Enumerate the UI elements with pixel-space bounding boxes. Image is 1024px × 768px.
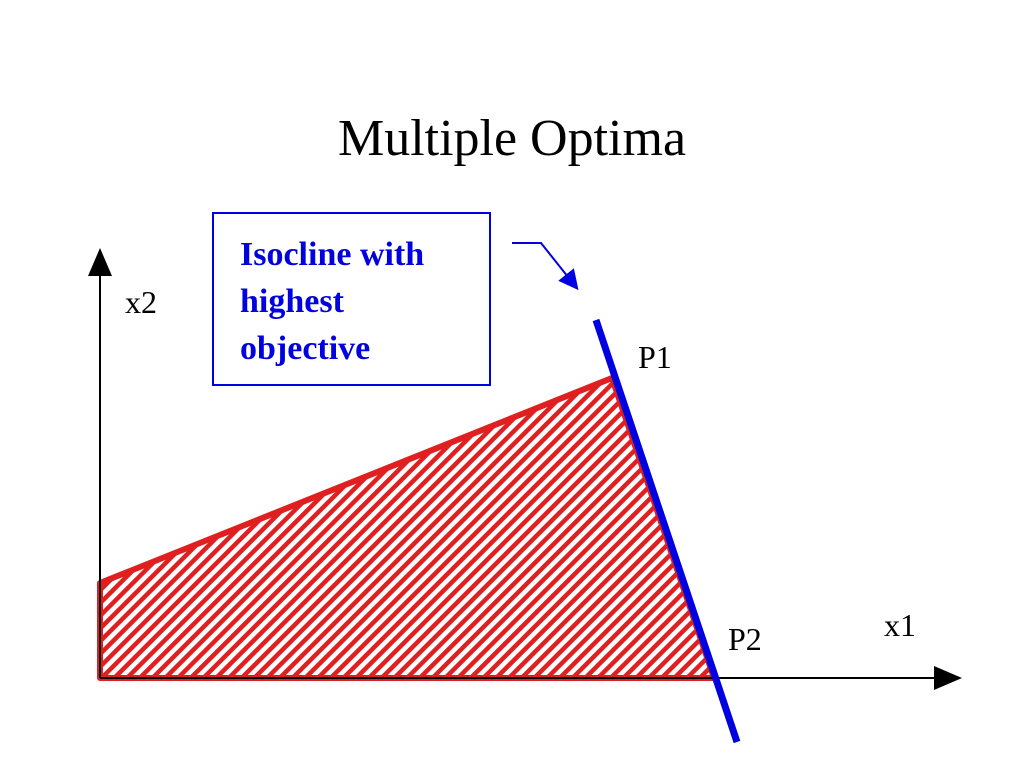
- point-label: P2: [728, 621, 762, 657]
- slide-title: Multiple Optima: [338, 110, 686, 167]
- y-axis-arrow: [88, 248, 112, 276]
- callout-text: highest: [240, 283, 345, 320]
- callout-text: objective: [240, 330, 370, 367]
- feasible-region: [97, 375, 717, 681]
- isocline: [592, 318, 741, 744]
- x-axis-arrow: [934, 666, 962, 690]
- point-label: P1: [638, 339, 672, 375]
- callout-box: [212, 212, 491, 386]
- x-axis-label: x1: [884, 607, 916, 643]
- callout-arrow: [512, 242, 579, 291]
- callout-text: Isocline with: [240, 236, 424, 273]
- y-axis-label: x2: [125, 284, 157, 320]
